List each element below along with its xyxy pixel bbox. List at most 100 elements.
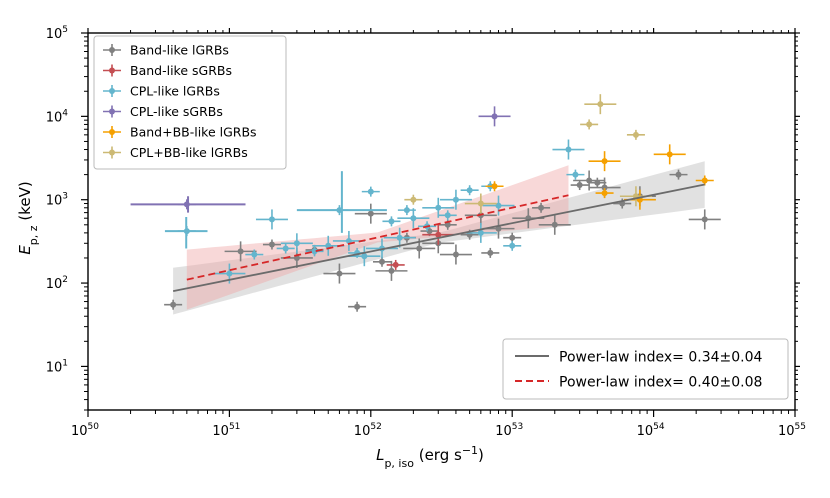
- point-marker: [367, 210, 374, 217]
- x-tick-label: 1055: [778, 422, 806, 439]
- x-tick-label: 1050: [71, 422, 99, 439]
- axes: 1050 1051 1052 1053 1054 1055 101 102 103 104 105: [46, 25, 806, 439]
- point-marker: [444, 212, 451, 219]
- point-marker: [572, 171, 579, 178]
- data-point: [354, 203, 387, 224]
- data-point: [422, 224, 455, 245]
- data-point: [570, 180, 589, 191]
- data-point: [262, 239, 281, 250]
- data-point: [245, 249, 264, 260]
- point-marker: [597, 101, 604, 108]
- point-marker: [282, 245, 289, 252]
- fit-legend-label: Power-law index= 0.34±0.04: [559, 350, 763, 366]
- point-marker: [367, 188, 374, 195]
- point-marker: [487, 249, 494, 256]
- data-point: [382, 216, 401, 227]
- point-marker: [392, 261, 399, 268]
- point-marker: [361, 253, 368, 260]
- legend-marker-dot: [109, 67, 115, 74]
- point-marker: [416, 245, 423, 252]
- point-marker: [226, 270, 233, 277]
- y-axis-label: Ep, z (keV): [16, 181, 40, 254]
- point-marker: [509, 242, 516, 249]
- point-marker: [170, 301, 177, 308]
- data-point: [552, 139, 585, 160]
- data-point: [588, 177, 607, 188]
- y-tick-label: 104: [46, 108, 69, 125]
- point-marker: [509, 234, 516, 241]
- fit-line: [186, 194, 569, 281]
- point-marker: [466, 187, 473, 194]
- data-point: [669, 169, 688, 180]
- point-marker: [444, 221, 451, 228]
- legend-marker-dot: [109, 88, 115, 94]
- point-marker: [403, 207, 410, 214]
- data-point: [464, 193, 497, 214]
- point-marker: [495, 202, 502, 209]
- fit-legend-label: Power-law index= 0.40±0.08: [559, 375, 762, 391]
- data-point: [580, 119, 599, 130]
- data-point: [280, 233, 313, 254]
- point-marker: [410, 215, 417, 222]
- fit-legend: Power-law index= 0.34±0.04 Power-law inde…: [502, 338, 789, 400]
- legend-entry-label: Band-like sGRBs: [130, 63, 232, 78]
- x-tick-label: 1051: [212, 422, 240, 439]
- data-point: [566, 169, 585, 180]
- data-point: [348, 301, 367, 312]
- data-point: [361, 186, 380, 197]
- point-marker: [237, 248, 244, 255]
- point-marker: [701, 177, 708, 184]
- legend-marker-dot: [109, 129, 115, 135]
- data-point: [224, 241, 257, 262]
- data-point: [439, 189, 472, 210]
- point-marker: [477, 229, 484, 236]
- data-point: [653, 144, 686, 165]
- legend: Band-like lGRBs Band-like sGRBs CPL-like l…: [93, 35, 287, 170]
- point-marker: [601, 190, 608, 197]
- data-point: [532, 202, 551, 213]
- data-point: [584, 94, 617, 115]
- data-point: [460, 185, 479, 196]
- y-tick-label: 103: [46, 192, 68, 209]
- data-point: [386, 259, 405, 270]
- point-marker: [293, 240, 300, 247]
- point-marker: [491, 113, 498, 120]
- point-marker: [586, 121, 593, 128]
- point-marker: [336, 270, 343, 277]
- point-marker: [551, 221, 558, 228]
- point-marker: [311, 248, 318, 255]
- legend-marker-dot: [109, 108, 115, 115]
- data-point: [481, 247, 500, 258]
- point-marker: [576, 182, 583, 189]
- point-marker: [452, 196, 459, 203]
- point-marker: [565, 146, 572, 153]
- data-point: [482, 195, 515, 216]
- x-tick-label: 1052: [354, 422, 382, 439]
- wide-error-bar: [296, 171, 387, 233]
- point-marker: [701, 216, 708, 223]
- legend-entry-label: CPL-like lGRBs: [130, 84, 220, 99]
- point-marker: [388, 267, 395, 274]
- point-marker: [354, 303, 361, 310]
- data-points: [130, 94, 721, 312]
- wide-error-bar: [164, 217, 208, 249]
- data-point: [464, 222, 497, 243]
- legend-entry-label: CPL+BB-like lGRBs: [130, 145, 248, 160]
- point-marker: [251, 251, 258, 258]
- point-marker: [666, 151, 673, 158]
- plot-frame: [87, 32, 796, 411]
- legend-marker-dot: [109, 149, 115, 156]
- x-tick-label: 1053: [495, 422, 523, 439]
- point-marker: [268, 241, 275, 248]
- data-point: [595, 188, 614, 199]
- point-marker: [396, 234, 403, 241]
- data-point: [439, 244, 472, 265]
- data-point: [305, 246, 324, 257]
- fit-line: [172, 183, 705, 293]
- data-point: [538, 214, 571, 235]
- fit-legend-box: [502, 338, 789, 400]
- point-marker: [435, 204, 442, 211]
- data-point: [695, 175, 714, 186]
- data-point: [485, 181, 504, 192]
- y-tick-label: 102: [46, 275, 68, 292]
